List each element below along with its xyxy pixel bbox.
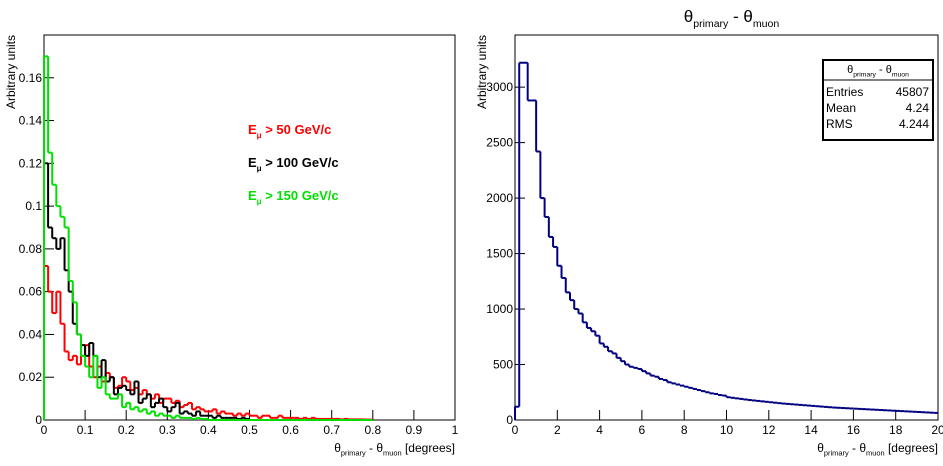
y-tick-label: 0 — [506, 413, 513, 427]
subscript: primary — [824, 449, 849, 458]
stats-label: Entries — [826, 85, 863, 99]
y-tick-label: 0 — [35, 413, 42, 427]
subscript: primary — [853, 71, 876, 78]
text-part: - θ — [849, 441, 867, 455]
chart-title: θprimary - θmuon — [684, 7, 780, 30]
y-tick-label: 0.08 — [19, 242, 43, 256]
subscript: primary — [693, 18, 729, 30]
subscript: muon — [866, 449, 885, 458]
y-axis-label: Arbitrary units — [475, 35, 489, 109]
x-tick-label: 0.3 — [159, 423, 176, 437]
x-tick-label: 20 — [931, 423, 943, 437]
subscript: muon — [383, 449, 402, 458]
subscript: primary — [341, 449, 366, 458]
y-tick-label: 1500 — [486, 247, 513, 261]
stats-value: 4.24 — [906, 101, 930, 115]
stats-label: Mean — [826, 101, 856, 115]
x-tick-label: 12 — [762, 423, 776, 437]
x-tick-label: 0.8 — [364, 423, 381, 437]
x-axis-label: θprimary - θmuon [degrees] — [334, 441, 455, 458]
x-tick-label: 0 — [41, 423, 48, 437]
y-tick-label: 1000 — [486, 302, 513, 316]
y-tick-label: 0.02 — [19, 370, 43, 384]
y-tick-label: 0.04 — [19, 327, 43, 341]
text-part: - θ — [728, 7, 753, 26]
stats-value: 4.244 — [899, 117, 929, 131]
text-part: - θ — [366, 441, 384, 455]
x-tick-label: 0.9 — [406, 423, 423, 437]
x-tick-label: 2 — [554, 423, 561, 437]
text-part: θ — [334, 441, 341, 455]
stats-box — [822, 59, 934, 141]
x-tick-label: 0.6 — [282, 423, 299, 437]
text-part: > 150 GeV/c — [262, 188, 339, 203]
text-part: [degrees] — [402, 441, 455, 455]
text-part: θ — [847, 64, 853, 76]
x-tick-label: 1 — [452, 423, 459, 437]
x-tick-label: 0.5 — [241, 423, 258, 437]
y-tick-label: 500 — [493, 358, 513, 372]
text-part: - θ — [876, 64, 892, 76]
subscript: μ — [257, 197, 262, 206]
text-part: E — [248, 188, 257, 203]
x-tick-label: 0.2 — [118, 423, 135, 437]
legend-entry: Eμ > 150 GeV/c — [248, 188, 339, 206]
legend-entry: Eμ > 50 GeV/c — [248, 122, 331, 140]
x-tick-label: 0 — [512, 423, 519, 437]
y-tick-label: 3000 — [486, 80, 513, 94]
subscript: μ — [257, 164, 262, 173]
text-part: θ — [817, 441, 824, 455]
text-part: E — [248, 122, 257, 137]
x-tick-label: 18 — [889, 423, 903, 437]
x-tick-label: 4 — [596, 423, 603, 437]
legend-entry: Eμ > 100 GeV/c — [248, 155, 339, 173]
x-tick-label: 6 — [639, 423, 646, 437]
y-tick-label: 0.1 — [25, 199, 42, 213]
y-tick-label: 0.06 — [19, 285, 43, 299]
x-tick-label: 0.4 — [200, 423, 217, 437]
y-tick-label: 2500 — [486, 136, 513, 150]
y-axis-label: Arbitrary units — [4, 35, 18, 109]
y-tick-label: 2000 — [486, 191, 513, 205]
x-axis-label: θprimary - θmuon [degrees] — [817, 441, 938, 458]
stats-title: θprimary - θmuon — [847, 64, 909, 78]
subscript: muon — [753, 18, 779, 30]
stats-value: 45807 — [896, 85, 930, 99]
y-tick-label: 0.16 — [19, 71, 43, 85]
text-part: [degrees] — [885, 441, 938, 455]
text-part: > 100 GeV/c — [262, 155, 339, 170]
subscript: μ — [257, 131, 262, 140]
text-part: E — [248, 155, 257, 170]
text-part: > 50 GeV/c — [262, 122, 332, 137]
subscript: muon — [892, 71, 909, 78]
x-tick-label: 0.7 — [323, 423, 340, 437]
stats-label: RMS — [826, 117, 853, 131]
x-tick-label: 14 — [804, 423, 818, 437]
x-tick-label: 8 — [681, 423, 688, 437]
y-tick-label: 0.12 — [19, 156, 43, 170]
text-part: θ — [684, 7, 693, 26]
x-tick-label: 16 — [847, 423, 861, 437]
x-tick-label: 0.1 — [77, 423, 94, 437]
y-tick-label: 0.14 — [19, 114, 43, 128]
x-tick-label: 10 — [720, 423, 734, 437]
